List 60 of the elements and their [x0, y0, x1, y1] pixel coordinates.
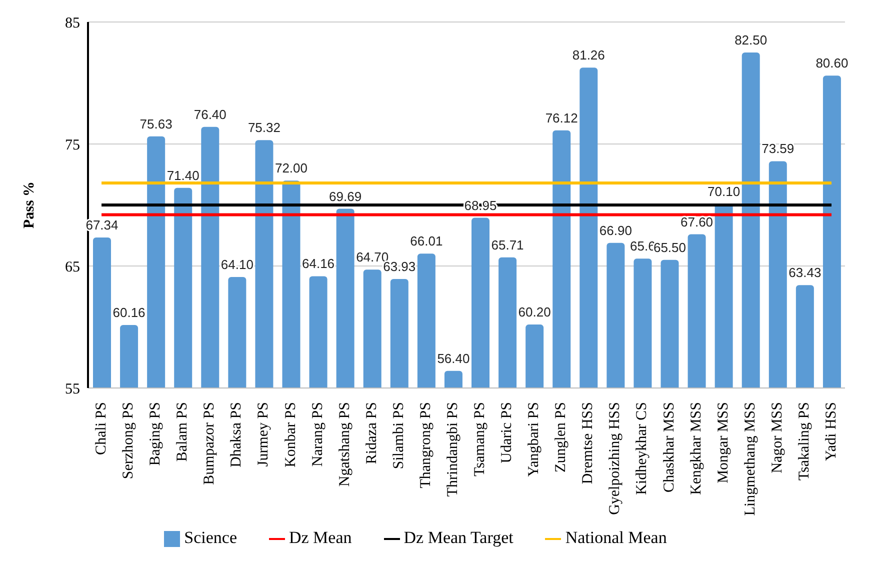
x-tick-label: Ridaza PS [364, 402, 380, 464]
y-tick-label: 55 [65, 381, 80, 398]
x-tick-label: Chaskhar MSS [661, 402, 678, 492]
y-tick-label: 75 [65, 137, 80, 154]
x-tick-label: Yangbari PS [526, 402, 542, 477]
x-tick-label: Mongar MSS [715, 402, 732, 484]
x-tick-label: Chali PS [94, 402, 110, 455]
legend-label: Dz Mean [288, 528, 352, 547]
x-tick-label: Dhaksa PS [228, 402, 245, 468]
data-label: 70.10 [708, 184, 740, 199]
x-tick-label: Bumpazor PS [202, 402, 218, 485]
x-tick-label: Thangrong PS [418, 402, 434, 488]
data-label: 65.71 [491, 237, 524, 252]
x-tick-label: Yadi HSS [823, 402, 840, 461]
x-tick-label: Kidheykhar CS [634, 402, 650, 495]
data-label: 67.60 [680, 214, 714, 230]
legend-label: Science [184, 528, 237, 547]
x-tick-label: Zunglen PS [553, 402, 570, 472]
data-label: 69.69 [329, 188, 362, 204]
x-tick-label: Kengkhar MSS [688, 402, 704, 495]
x-tick-label: Silambi PS [390, 402, 407, 470]
x-tick-label: Serzhong PS [120, 402, 137, 480]
data-label: 64.10 [220, 256, 254, 272]
y-tick-label: 65 [65, 259, 80, 276]
x-tick-label: Tsamang PS [472, 402, 488, 476]
x-tick-label: Ngatshang PS [336, 402, 353, 487]
data-label: 80.60 [816, 56, 848, 71]
data-label: 56.40 [437, 350, 470, 366]
x-tick-label: Tsakaling PS [796, 402, 812, 481]
x-tick-label: Gyelpoizhing HSS [607, 402, 624, 515]
data-label: 66.01 [410, 234, 443, 249]
y-axis-title: Pass % [21, 181, 38, 229]
y-tick-label: 85 [65, 15, 80, 32]
x-tick-label: Jurmey PS [256, 402, 272, 467]
data-label: 73.59 [762, 141, 794, 156]
x-tick-label: Baging PS [148, 402, 164, 466]
x-tick-label: Narang PS [310, 402, 326, 467]
data-label: 82.50 [734, 32, 768, 48]
x-tick-label: Balam PS [174, 402, 191, 462]
data-label: 64.16 [302, 256, 335, 272]
x-tick-label: Udaric PS [499, 402, 516, 464]
legend-label: National Mean [565, 528, 667, 547]
data-label: 63.43 [788, 265, 822, 280]
data-label: 65.50 [653, 240, 686, 255]
x-tick-label: Dremtse HSS [580, 402, 596, 484]
data-label: 60.20 [518, 304, 551, 320]
data-label: 81.26 [572, 48, 605, 63]
data-label: 66.90 [599, 222, 632, 238]
x-tick-label: Nagor MSS [769, 402, 786, 474]
data-label: 71.40 [166, 168, 200, 183]
data-label: 76.40 [194, 106, 226, 122]
data-label: 76.12 [545, 110, 578, 126]
legend-label: Dz Mean Target [404, 528, 514, 547]
data-label: 75.32 [248, 120, 280, 136]
x-tick-label: Lingmethang MSS [742, 402, 758, 516]
x-tick-label: Thrindangbi PS [444, 402, 461, 497]
data-label: 75.63 [140, 116, 172, 132]
data-label: 60.16 [112, 305, 146, 320]
data-label: 72.00 [274, 160, 308, 176]
x-tick-label: Konbar PS [282, 402, 299, 468]
